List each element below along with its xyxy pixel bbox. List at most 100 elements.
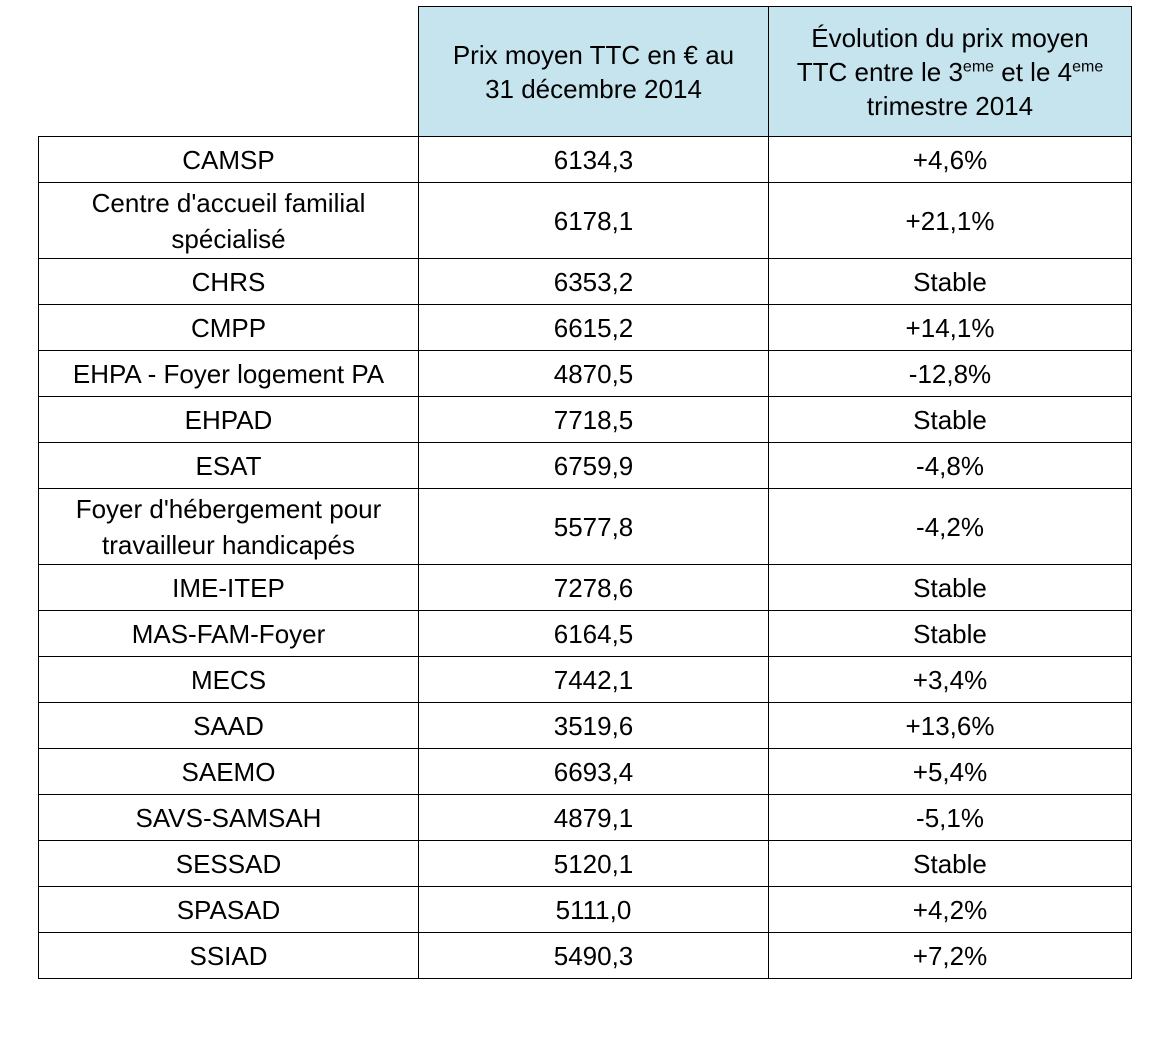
- price-evolution-cell: +14,1%: [768, 304, 1132, 351]
- establishment-type-label: CAMSP: [182, 144, 275, 175]
- price-evolution-cell: Stable: [768, 840, 1132, 887]
- table-row: SAEMO 6693,4 +5,4%: [38, 748, 1132, 795]
- table-row: MECS 7442,1 +3,4%: [38, 656, 1132, 703]
- header-evolution-sup-2: eme: [1072, 57, 1104, 75]
- establishment-type-cell: SPASAD: [38, 886, 419, 933]
- establishment-type-cell: CHRS: [38, 258, 419, 305]
- average-price-cell: 5577,8: [418, 488, 769, 565]
- average-price-cell: 5120,1: [418, 840, 769, 887]
- price-evolution-cell: Stable: [768, 564, 1132, 611]
- table-row: IME-ITEP 7278,6 Stable: [38, 564, 1132, 611]
- average-price-cell: 7442,1: [418, 656, 769, 703]
- establishment-type-cell: ESAT: [38, 442, 419, 489]
- establishment-type-label: MECS: [190, 664, 267, 695]
- establishment-type-label: CMPP: [190, 312, 267, 343]
- establishment-type-cell: MAS-FAM-Foyer: [38, 610, 419, 657]
- establishment-type-label: MAS-FAM-Foyer: [131, 618, 326, 649]
- header-evolution-line-2a: TTC entre le 3: [796, 56, 963, 87]
- price-evolution-cell: -12,8%: [768, 350, 1132, 397]
- establishment-type-label: EHPAD: [184, 404, 273, 435]
- average-price-cell: 5490,3: [418, 932, 769, 979]
- average-price-cell: 4870,5: [418, 350, 769, 397]
- average-price-cell: 6615,2: [418, 304, 769, 351]
- price-evolution-cell: +13,6%: [768, 702, 1132, 749]
- table-header-row: Prix moyen TTC en € au 31 décembre 2014 …: [38, 6, 1132, 137]
- empty-header-cell: [38, 6, 419, 137]
- price-evolution-cell: +7,2%: [768, 932, 1132, 979]
- price-evolution-cell: +21,1%: [768, 182, 1132, 259]
- header-evolution-line-1: Évolution du prix moyen: [811, 22, 1089, 53]
- price-table: Prix moyen TTC en € au 31 décembre 2014 …: [38, 6, 1132, 979]
- establishment-type-cell: SAEMO: [38, 748, 419, 795]
- table-row: Foyer d'hébergement pour travailleur hand…: [38, 488, 1132, 565]
- average-price-cell: 6134,3: [418, 136, 769, 183]
- table-row: SAAD 3519,6 +13,6%: [38, 702, 1132, 749]
- price-evolution-cell: -5,1%: [768, 794, 1132, 841]
- average-price-cell: 5111,0: [418, 886, 769, 933]
- header-price-evolution: Évolution du prix moyen TTC entre le 3em…: [768, 6, 1132, 137]
- establishment-type-label: CHRS: [191, 266, 266, 297]
- average-price-cell: 7718,5: [418, 396, 769, 443]
- table-row: CHRS 6353,2 Stable: [38, 258, 1132, 305]
- price-evolution-cell: +4,6%: [768, 136, 1132, 183]
- establishment-type-label: spécialisé: [171, 223, 286, 254]
- price-evolution-cell: +5,4%: [768, 748, 1132, 795]
- price-evolution-cell: -4,2%: [768, 488, 1132, 565]
- header-evolution-line-3: trimestre 2014: [866, 90, 1034, 121]
- establishment-type-label: IME-ITEP: [172, 572, 285, 603]
- price-evolution-cell: +3,4%: [768, 656, 1132, 703]
- establishment-type-cell: EHPA - Foyer logement PA: [38, 350, 419, 397]
- table-row: SPASAD 5111,0 +4,2%: [38, 886, 1132, 933]
- establishment-type-label: Centre d'accueil familial: [91, 187, 366, 218]
- average-price-cell: 3519,6: [418, 702, 769, 749]
- establishment-type-cell: EHPAD: [38, 396, 419, 443]
- establishment-type-label: ESAT: [195, 450, 262, 481]
- establishment-type-cell: IME-ITEP: [38, 564, 419, 611]
- header-evolution-line-2b: et le 4: [994, 56, 1073, 87]
- establishment-type-label: SAAD: [193, 710, 264, 741]
- table-row: CAMSP 6134,3 +4,6%: [38, 136, 1132, 183]
- average-price-cell: 7278,6: [418, 564, 769, 611]
- average-price-cell: 6178,1: [418, 182, 769, 259]
- establishment-type-label: SESSAD: [175, 848, 282, 879]
- price-evolution-cell: Stable: [768, 610, 1132, 657]
- average-price-cell: 6164,5: [418, 610, 769, 657]
- establishment-type-cell: SAVS-SAMSAH: [38, 794, 419, 841]
- table-row: SAVS-SAMSAH 4879,1 -5,1%: [38, 794, 1132, 841]
- establishment-type-cell: SAAD: [38, 702, 419, 749]
- establishment-type-label: SPASAD: [176, 894, 281, 925]
- average-price-cell: 4879,1: [418, 794, 769, 841]
- establishment-type-label: Foyer d'hébergement pour: [75, 493, 382, 524]
- table-body: CAMSP 6134,3 +4,6% Centre d'accueil familia…: [38, 136, 1132, 979]
- establishment-type-label: travailleur handicapés: [102, 529, 355, 560]
- establishment-type-cell: SSIAD: [38, 932, 419, 979]
- establishment-type-cell: MECS: [38, 656, 419, 703]
- table-row: EHPA - Foyer logement PA 4870,5 -12,8%: [38, 350, 1132, 397]
- establishment-type-cell: Foyer d'hébergement pour travailleur hand…: [38, 488, 419, 565]
- table-row: SESSAD 5120,1 Stable: [38, 840, 1132, 887]
- table-row: EHPAD 7718,5 Stable: [38, 396, 1132, 443]
- price-evolution-cell: Stable: [768, 258, 1132, 305]
- average-price-cell: 6759,9: [418, 442, 769, 489]
- table-row: ESAT 6759,9 -4,8%: [38, 442, 1132, 489]
- establishment-type-cell: CMPP: [38, 304, 419, 351]
- establishment-type-label: SSIAD: [189, 940, 268, 971]
- establishment-type-cell: Centre d'accueil familial spécialisé: [38, 182, 419, 259]
- establishment-type-label: SAEMO: [181, 756, 276, 787]
- header-evolution-sup-1: eme: [962, 57, 995, 75]
- price-evolution-cell: +4,2%: [768, 886, 1132, 933]
- table-row: Centre d'accueil familial spécialisé 6178,…: [38, 182, 1132, 259]
- establishment-type-label: SAVS-SAMSAH: [135, 802, 322, 833]
- establishment-type-label: EHPA - Foyer logement PA: [72, 358, 385, 389]
- table-row: MAS-FAM-Foyer 6164,5 Stable: [38, 610, 1132, 657]
- price-evolution-cell: -4,8%: [768, 442, 1132, 489]
- average-price-cell: 6353,2: [418, 258, 769, 305]
- price-evolution-cell: Stable: [768, 396, 1132, 443]
- establishment-type-cell: CAMSP: [38, 136, 419, 183]
- header-price-line-2: 31 décembre 2014: [485, 73, 702, 104]
- header-price-line-1: Prix moyen TTC en € au: [452, 39, 735, 70]
- header-average-price: Prix moyen TTC en € au 31 décembre 2014: [418, 6, 769, 137]
- establishment-type-cell: SESSAD: [38, 840, 419, 887]
- table-row: SSIAD 5490,3 +7,2%: [38, 932, 1132, 979]
